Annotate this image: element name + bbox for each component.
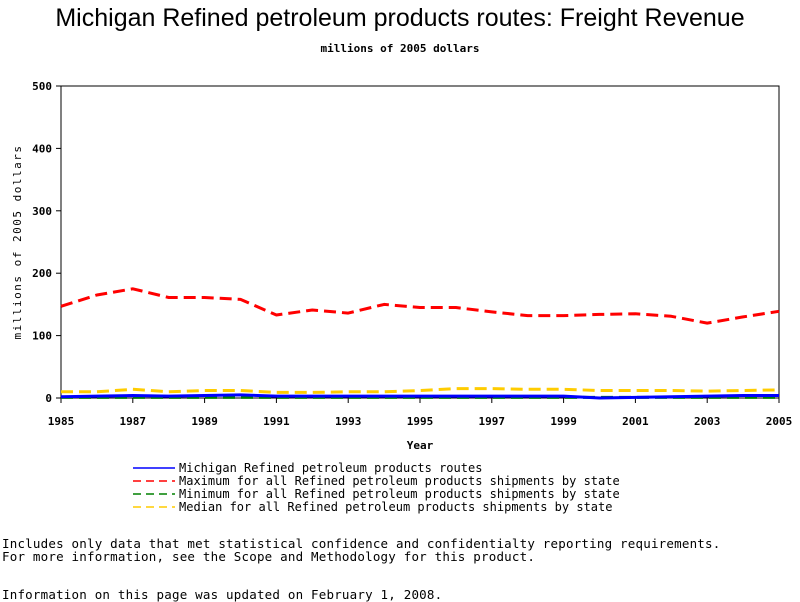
y-tick-label: 300: [32, 205, 52, 218]
x-tick-label: 1989: [191, 415, 218, 428]
y-tick-label: 100: [32, 330, 52, 343]
x-tick-label: 1995: [407, 415, 434, 428]
x-tick-label: 2003: [694, 415, 721, 428]
series-line-1: [60, 287, 780, 325]
x-tick-label: 2005: [766, 415, 793, 428]
y-tick-label: 500: [32, 80, 52, 93]
footnote-updated: Information on this page was updated on …: [2, 587, 443, 602]
y-tick-label: 0: [45, 392, 52, 405]
legend-label-2: Minimum for all Refined petroleum produc…: [179, 487, 620, 501]
legend-label-0: Michigan Refined petroleum products rout…: [179, 461, 482, 475]
x-axis-label: Year: [407, 439, 434, 452]
plot-frame: [60, 85, 780, 399]
series-line-3: [61, 387, 780, 394]
legend-label-1: Maximum for all Refined petroleum produc…: [179, 474, 620, 488]
x-tick-label: 1993: [335, 415, 362, 428]
y-tick-label: 200: [32, 267, 52, 280]
x-tick-label: 1997: [479, 415, 506, 428]
y-axis-label: millions of 2005 dollars: [11, 145, 24, 340]
chart-subtitle: millions of 2005 dollars: [320, 42, 480, 55]
x-tick-label: 1999: [550, 415, 577, 428]
x-tick-label: 1985: [48, 415, 75, 428]
line-chart: 0 100 200 300 400 500 1985 1987 1989 1991 1993 1995…: [11, 80, 793, 514]
footnote-confidence: Includes only data that met statistical …: [2, 536, 721, 551]
x-tick-label: 2001: [622, 415, 649, 428]
series-line-0: [60, 393, 779, 400]
x-tick-label: 1987: [120, 415, 147, 428]
y-tick-label: 400: [32, 142, 52, 155]
x-tick-label: 1991: [263, 415, 290, 428]
chart-title: Michigan Refined petroleum products rout…: [55, 4, 745, 32]
legend-label-3: Median for all Refined petroleum product…: [179, 500, 612, 514]
footnote-methodology: For more information, see the Scope and …: [2, 549, 536, 564]
